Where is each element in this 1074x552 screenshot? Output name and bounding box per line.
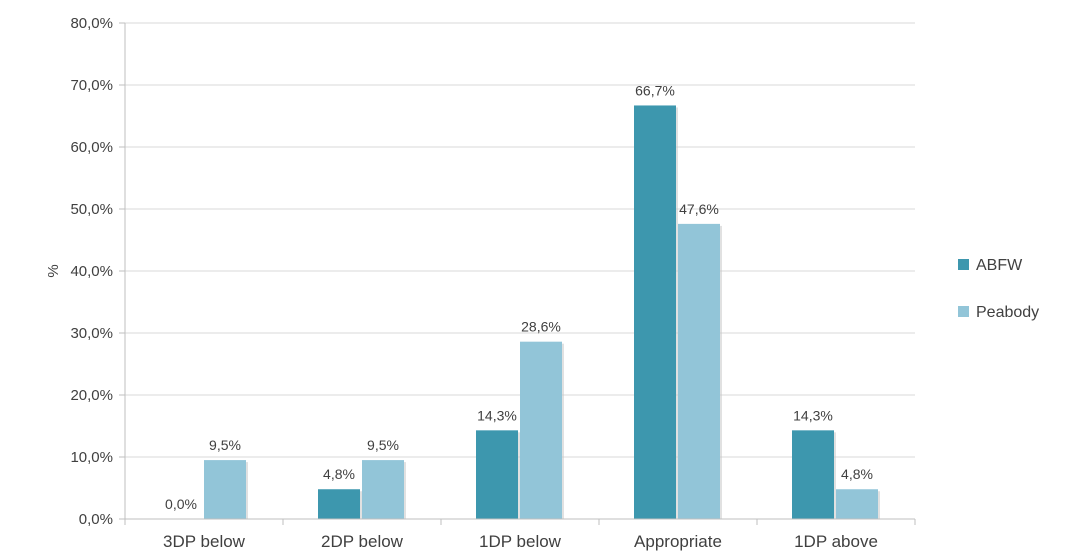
data-label-peabody: 4,8% bbox=[841, 466, 873, 482]
y-tick-label: 50,0% bbox=[70, 201, 113, 218]
gridlines bbox=[125, 22, 915, 458]
y-tick-label: 0,0% bbox=[79, 511, 113, 528]
data-label-abfw: 0,0% bbox=[165, 496, 197, 512]
x-tick-label: Appropriate bbox=[634, 532, 722, 551]
data-labels: 0,0% 9,5% 4,8% 9,5% 14,3% 28,6% 66,7% 47,6% 14,3… bbox=[165, 82, 873, 512]
y-tick-label: 80,0% bbox=[70, 15, 113, 32]
bar-peabody-0 bbox=[204, 460, 246, 519]
legend-label-abfw: ABFW bbox=[976, 257, 1023, 274]
legend-swatch-abfw bbox=[958, 259, 969, 270]
data-label-abfw: 14,3% bbox=[793, 407, 833, 423]
bar-peabody-3 bbox=[678, 223, 720, 519]
bars bbox=[204, 105, 880, 520]
data-label-abfw: 14,3% bbox=[477, 407, 517, 423]
data-label-abfw: 4,8% bbox=[323, 466, 355, 482]
bar-abfw-3 bbox=[634, 105, 676, 520]
legend-swatch-peabody bbox=[958, 306, 969, 317]
y-axis-label: % bbox=[45, 264, 62, 277]
data-label-peabody: 9,5% bbox=[367, 437, 399, 453]
x-tick-label: 1DP below bbox=[479, 532, 562, 551]
bar-abfw-1 bbox=[318, 489, 360, 519]
data-label-abfw: 66,7% bbox=[635, 82, 675, 98]
x-tick-label: 3DP below bbox=[163, 532, 246, 551]
y-tick-label: 70,0% bbox=[70, 77, 113, 94]
bar-peabody-1 bbox=[362, 460, 404, 519]
y-axis-ticks: 0,0% 10,0% 20,0% 30,0% 40,0% 50,0% 60,0% 70,0% 8… bbox=[70, 15, 126, 528]
data-label-peabody: 9,5% bbox=[209, 437, 241, 453]
y-tick-label: 30,0% bbox=[70, 325, 113, 342]
bar-peabody-2 bbox=[520, 341, 562, 519]
x-tick-label: 1DP above bbox=[794, 532, 878, 551]
bar-abfw-2 bbox=[476, 430, 518, 519]
y-tick-label: 10,0% bbox=[70, 449, 113, 466]
data-label-peabody: 47,6% bbox=[679, 201, 719, 217]
legend-label-peabody: Peabody bbox=[976, 304, 1039, 321]
x-tick-label: 2DP below bbox=[321, 532, 404, 551]
y-tick-label: 60,0% bbox=[70, 139, 113, 156]
x-axis-ticks: 3DP below 2DP below 1DP below Appropriate 1D… bbox=[124, 519, 916, 551]
data-label-peabody: 28,6% bbox=[521, 319, 561, 335]
bar-abfw-4 bbox=[792, 430, 834, 519]
y-tick-label: 40,0% bbox=[70, 263, 113, 280]
legend: ABFW Peabody bbox=[958, 257, 1039, 321]
bar-peabody-4 bbox=[836, 489, 878, 519]
y-tick-label: 20,0% bbox=[70, 387, 113, 404]
